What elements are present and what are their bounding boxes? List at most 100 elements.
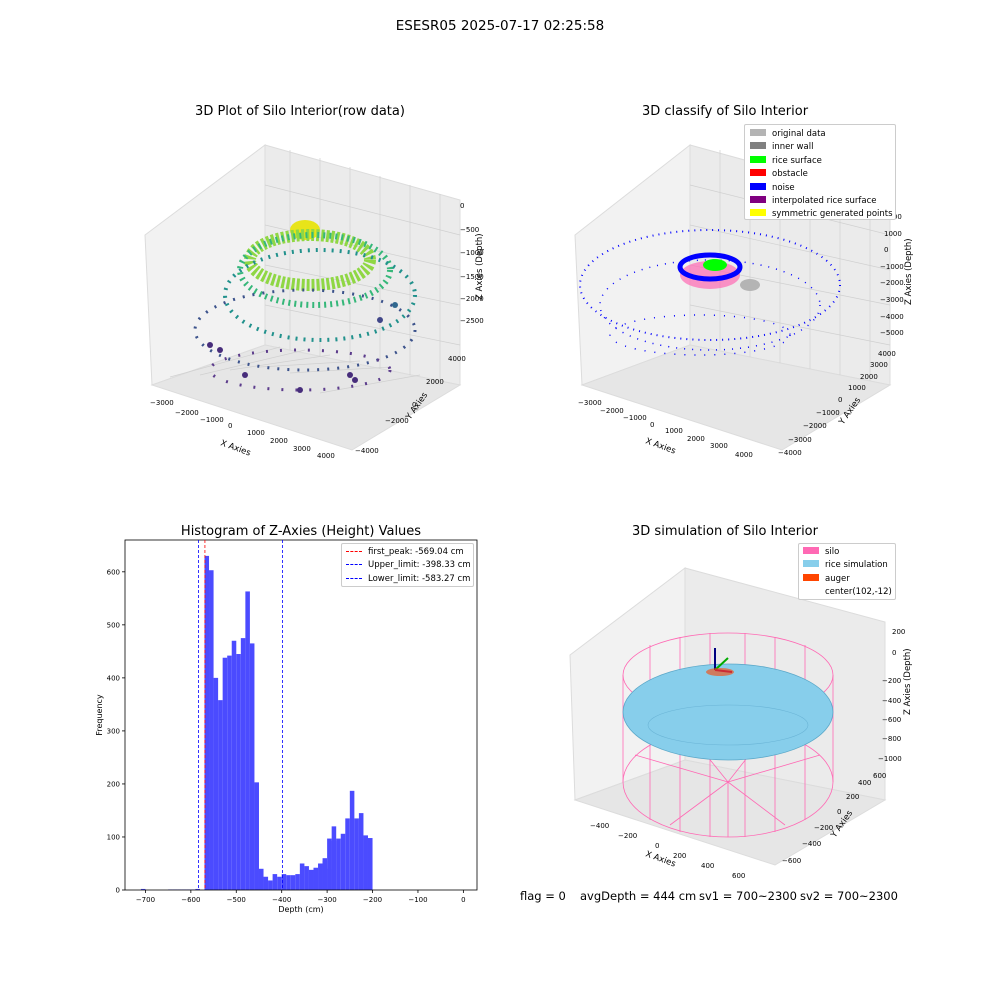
histogram-bar [240, 638, 246, 890]
tick: −400 [802, 840, 821, 848]
histogram-bar [318, 863, 323, 890]
histogram-ylabel: Frequency [95, 694, 104, 736]
panel4-rice-surface [622, 663, 834, 761]
histogram-bar [195, 888, 200, 890]
histogram-bar [277, 876, 282, 890]
legend-item: inner wall [750, 141, 893, 154]
histogram-title: Histogram of Z-Axies (Height) Values [180, 524, 422, 539]
histogram-bar [308, 869, 314, 890]
histogram-bar [281, 874, 287, 890]
histogram-bar [345, 818, 350, 890]
histogram-bar [313, 867, 319, 890]
legend-label: symmetric generated points [772, 209, 893, 220]
x-tick-label: −400 [272, 896, 291, 904]
legend-label: auger [825, 573, 850, 584]
legend-item: rice simulation [803, 559, 892, 572]
histogram-bar [249, 643, 255, 890]
histogram-bar [367, 838, 373, 890]
x-tick-label: −200 [363, 896, 382, 904]
tick: 1000 [884, 230, 902, 238]
legend-item: noise [750, 182, 893, 195]
legend-label: obstacle [772, 169, 808, 180]
histogram-bar [331, 826, 337, 890]
legend-item: silo [803, 546, 892, 559]
y-tick-label: 200 [107, 780, 120, 788]
legend-label: silo [825, 547, 840, 557]
tick: 0 [884, 246, 888, 254]
histogram-bar [358, 813, 364, 890]
tick: 3000 [710, 442, 728, 450]
legend-item: interpolated rice surface [750, 195, 893, 208]
x-tick-label: −500 [227, 896, 246, 904]
tick: −1000 [623, 414, 647, 422]
tick: −1000 [878, 755, 902, 763]
histogram-bar [254, 782, 259, 890]
histogram-bar [231, 640, 237, 890]
tick: 1000 [848, 384, 866, 392]
x-tick-label: −700 [136, 896, 155, 904]
tick: −3000 [150, 399, 174, 407]
panel2-y-ticks: −4000 −3000 −2000 −1000 0 1000 2000 3000… [778, 350, 896, 457]
tick: −2500 [460, 317, 484, 325]
histogram-bar [340, 833, 346, 890]
histogram-bar [268, 880, 273, 890]
legend-label: rice simulation [825, 560, 888, 571]
tick: −800 [882, 735, 901, 743]
panel2-title: 3D classify of Silo Interior [641, 104, 809, 119]
panel2-x-ticks: −3000 −2000 −1000 0 1000 2000 3000 4000 [578, 399, 753, 459]
legend-label: Lower_limit: -583.27 cm [368, 573, 471, 584]
tick: 0 [460, 202, 464, 210]
histogram-bar [236, 654, 241, 890]
panel4-x-ticks: −400 −200 0 200 400 600 [590, 822, 745, 880]
histogram-bar [299, 863, 305, 890]
tick: −5000 [880, 329, 904, 337]
tick: 600 [873, 772, 886, 780]
panel1-y-ticks: −4000 −2000 0 2000 4000 [355, 355, 466, 455]
panel2-zlabel: Z Axies (Depth) [904, 238, 914, 305]
legend-item: symmetric generated points [750, 208, 893, 221]
histogram-bar [227, 655, 232, 890]
tick: −4000 [355, 447, 379, 455]
y-tick-label: 300 [107, 727, 120, 735]
tick: −2000 [385, 417, 409, 425]
tick: −3000 [880, 296, 904, 304]
y-tick-label: 400 [107, 674, 120, 682]
tick: −4000 [778, 449, 802, 457]
histogram-bar [258, 868, 264, 890]
histogram-bar [140, 888, 146, 890]
histogram-bar [245, 591, 250, 890]
histogram-bar [349, 790, 355, 890]
x-tick-label: −100 [408, 896, 427, 904]
figure-title: ESESR05 2025-07-17 02:25:58 [395, 18, 605, 34]
histogram-bar [272, 874, 278, 890]
tick: −2000 [880, 279, 904, 287]
histogram-bar [218, 700, 223, 890]
panel1-grid [169, 150, 461, 394]
legend-swatch [750, 169, 766, 177]
tick: 3000 [870, 361, 888, 369]
tick: 0 [412, 401, 416, 409]
footer-sv2: sv2 = 700~2300 [800, 889, 898, 903]
panel4-y-ticks: −600 −400 −200 0 200 400 600 [782, 772, 886, 865]
footer-avg-depth: avgDepth = 444 cm [580, 889, 697, 903]
tick: 1000 [665, 427, 683, 435]
tick: 0 [655, 842, 659, 850]
tick: −1000 [880, 263, 904, 271]
legend-label: Upper_limit: -398.33 cm [368, 560, 471, 571]
histogram-bar [213, 677, 219, 890]
legend-swatch [803, 573, 819, 581]
panel1-x-ticks: −3000 −2000 −1000 0 1000 2000 3000 4000 [150, 399, 335, 460]
legend-label: first_peak: -569.04 cm [368, 547, 464, 557]
panel2-floor-pane [580, 344, 892, 451]
legend-swatch [803, 560, 819, 568]
legend-swatch [750, 182, 766, 190]
legend-line [346, 551, 362, 552]
y-tick-label: 600 [107, 568, 120, 576]
histogram-frame [124, 539, 478, 891]
panel1-zlabel: Z Axies (Depth) [475, 233, 485, 300]
histogram-bar [336, 838, 341, 890]
legend-label: interpolated rice surface [772, 196, 877, 207]
legend-swatch [750, 209, 766, 217]
tick: 3000 [293, 445, 311, 453]
